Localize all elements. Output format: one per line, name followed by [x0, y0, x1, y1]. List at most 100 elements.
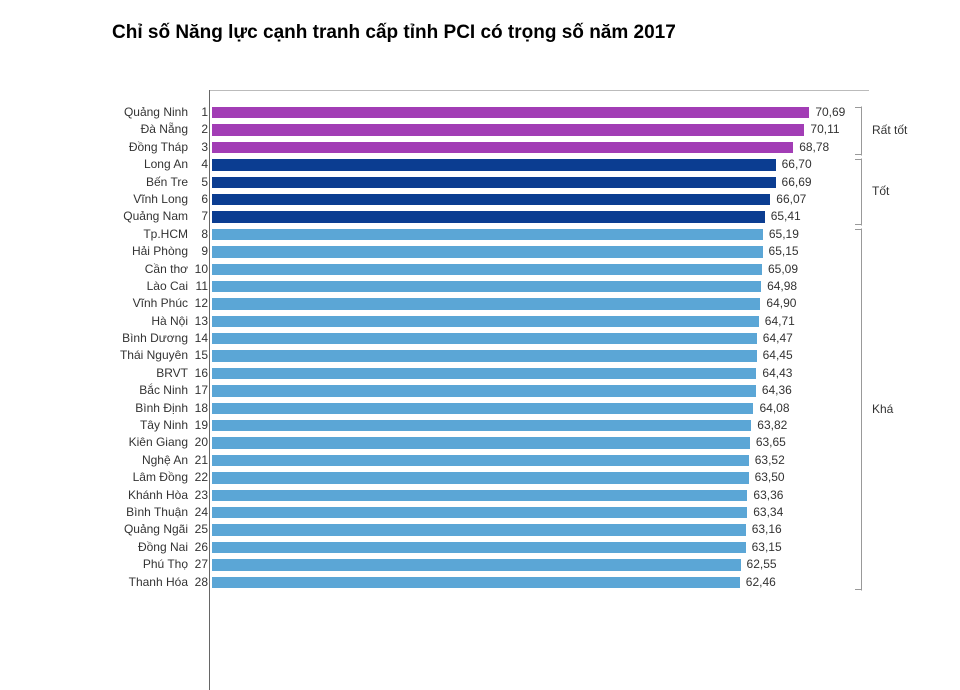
value-label: 65,09	[768, 261, 798, 278]
bar-row: Bình Dương1464,47	[0, 330, 960, 347]
bar-row: Cần thơ10 65,09	[0, 261, 960, 278]
province-label: Bình Thuận	[8, 504, 188, 521]
bar-row: Thanh Hóa28 62,46	[0, 574, 960, 591]
rank-label: 2	[190, 121, 208, 138]
bar-row: Hà Nội13 64,71	[0, 313, 960, 330]
rank-label: 20	[190, 434, 208, 451]
value-label: 65,41	[771, 208, 801, 225]
value-label: 63,50	[755, 469, 785, 486]
bar	[212, 350, 757, 361]
group-bracket	[855, 228, 862, 591]
province-label: Kiên Giang	[8, 434, 188, 451]
province-label: Quảng Nam	[8, 208, 188, 225]
rank-label: 5	[190, 174, 208, 191]
rank-label: 24	[190, 504, 208, 521]
province-label: Nghệ An	[8, 452, 188, 469]
bar	[212, 524, 746, 535]
value-label: 63,36	[753, 487, 783, 504]
rank-label: 16	[190, 365, 208, 382]
bar-row: Quảng Ngãi2563,16	[0, 521, 960, 538]
bar-row: Hải Phòng965,15	[0, 243, 960, 260]
bar	[212, 298, 760, 309]
bar	[212, 281, 761, 292]
bar	[212, 194, 770, 205]
province-label: Lào Cai	[8, 278, 188, 295]
bar-row: Nghệ An2163,52	[0, 452, 960, 469]
rank-label: 9	[190, 243, 208, 260]
value-label: 65,19	[769, 226, 799, 243]
rank-label: 15	[190, 347, 208, 364]
bar	[212, 229, 763, 240]
value-label: 64,45	[763, 347, 793, 364]
bar-row: Bình Thuận24 63,34	[0, 504, 960, 521]
rank-label: 6	[190, 191, 208, 208]
bar-row: Tp.HCM865,19	[0, 226, 960, 243]
value-label: 64,90	[766, 295, 796, 312]
bar-row: Phú Thọ27 62,55	[0, 556, 960, 573]
rank-label: 1	[190, 104, 208, 121]
province-label: Đà Nẵng	[8, 121, 188, 138]
value-label: 64,47	[763, 330, 793, 347]
rank-label: 7	[190, 208, 208, 225]
rank-label: 23	[190, 487, 208, 504]
province-label: Khánh Hòa	[8, 487, 188, 504]
bar	[212, 437, 750, 448]
bar-row: Đà Nẵng2 70,11	[0, 121, 960, 138]
province-label: Lâm Đồng	[8, 469, 188, 486]
bar	[212, 472, 749, 483]
province-label: Thanh Hóa	[8, 574, 188, 591]
bar	[212, 159, 776, 170]
bar-row: Quảng Ninh1 70,69	[0, 104, 960, 121]
bar	[212, 559, 741, 570]
value-label: 63,16	[752, 521, 782, 538]
value-label: 64,08	[759, 400, 789, 417]
group-bracket	[855, 106, 862, 156]
province-label: Phú Thọ	[8, 556, 188, 573]
bar	[212, 507, 747, 518]
rank-label: 13	[190, 313, 208, 330]
value-label: 66,70	[782, 156, 812, 173]
rank-label: 19	[190, 417, 208, 434]
bar-row: Thái Nguyên15 64,45	[0, 347, 960, 364]
rank-label: 11	[190, 278, 208, 295]
value-label: 63,34	[753, 504, 783, 521]
province-label: Bình Định	[8, 400, 188, 417]
bar	[212, 333, 757, 344]
bar	[212, 211, 765, 222]
province-label: Vĩnh Long	[8, 191, 188, 208]
rank-label: 28	[190, 574, 208, 591]
province-label: Đồng Tháp	[8, 139, 188, 156]
value-label: 70,11	[810, 121, 839, 138]
bar	[212, 368, 756, 379]
province-label: Thái Nguyên	[8, 347, 188, 364]
value-label: 70,69	[815, 104, 845, 121]
rank-label: 27	[190, 556, 208, 573]
value-label: 63,65	[756, 434, 786, 451]
province-label: Cần thơ	[8, 261, 188, 278]
bar	[212, 420, 751, 431]
value-label: 68,78	[799, 139, 829, 156]
bar	[212, 264, 762, 275]
rank-label: 21	[190, 452, 208, 469]
bar-row: Khánh Hòa23 63,36	[0, 487, 960, 504]
rank-label: 4	[190, 156, 208, 173]
rank-label: 10	[190, 261, 208, 278]
province-label: Hải Phòng	[8, 243, 188, 260]
value-label: 62,46	[746, 574, 776, 591]
group-label: Tốt	[872, 184, 889, 198]
bar-row: BRVT1664,43	[0, 365, 960, 382]
group-bracket	[855, 158, 862, 226]
value-label: 62,55	[747, 556, 777, 573]
bar	[212, 455, 749, 466]
rank-label: 25	[190, 521, 208, 538]
bar-row: Đồng Tháp368,78	[0, 139, 960, 156]
bar	[212, 542, 746, 553]
value-label: 64,71	[765, 313, 795, 330]
province-label: Hà Nội	[8, 313, 188, 330]
group-label: Khá	[872, 402, 893, 416]
chart-title: Chỉ số Năng lực cạnh tranh cấp tỉnh PCI …	[112, 22, 676, 44]
bar-row: Vĩnh Long666,07	[0, 191, 960, 208]
bar	[212, 577, 740, 588]
province-label: Quảng Ninh	[8, 104, 188, 121]
rank-label: 8	[190, 226, 208, 243]
